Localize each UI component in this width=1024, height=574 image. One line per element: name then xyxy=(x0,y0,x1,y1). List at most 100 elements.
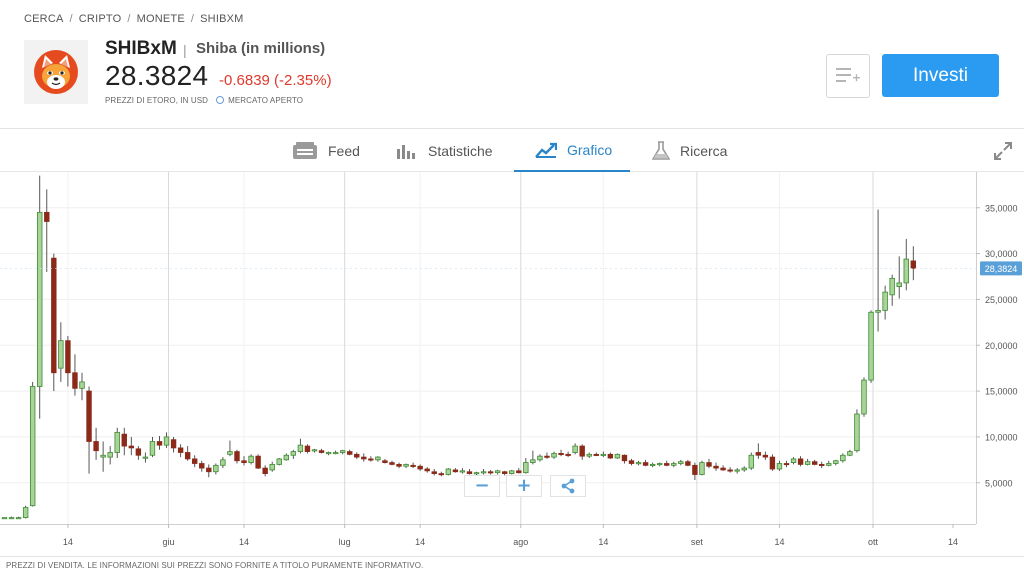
candle-up xyxy=(375,456,381,461)
candle-down xyxy=(910,260,917,269)
add-to-watchlist-button[interactable] xyxy=(826,54,870,98)
tab-feed[interactable]: Feed xyxy=(292,129,360,172)
candle-up xyxy=(678,461,684,464)
candle-down xyxy=(579,445,585,457)
y-tick-label: 20,0000 xyxy=(985,341,1018,351)
candle-down xyxy=(206,467,212,473)
candle-up xyxy=(29,386,36,507)
price-chart[interactable]: 35,0000 30,0000 25,0000 20,0000 15,0000 10,00… xyxy=(0,172,1024,556)
tab-feed-label: Feed xyxy=(328,142,360,159)
zoom-out-button[interactable]: − xyxy=(464,475,500,497)
candle-up xyxy=(741,467,747,471)
y-tick-label: 10,0000 xyxy=(985,432,1018,442)
candle-up xyxy=(339,450,346,453)
candle-up xyxy=(523,462,529,474)
last-price-badge xyxy=(980,261,1022,276)
candle-up xyxy=(276,458,282,465)
candle-up xyxy=(734,469,740,472)
candle-down xyxy=(177,447,184,453)
candle-down xyxy=(607,453,614,459)
candle-down xyxy=(156,441,163,446)
candle-up xyxy=(15,517,22,520)
candle-up xyxy=(227,451,233,455)
candle-up xyxy=(854,413,860,452)
candle-up xyxy=(840,454,846,462)
chart-zoom-controls: − + xyxy=(464,475,586,497)
candle-down xyxy=(811,461,818,465)
candle-up xyxy=(213,464,219,473)
candle-up xyxy=(58,340,64,369)
candle-down xyxy=(417,465,423,470)
candle-down xyxy=(769,456,776,470)
candle-up xyxy=(649,464,656,467)
chart-trend-icon xyxy=(535,142,557,158)
candle-down xyxy=(255,455,261,469)
candle-up xyxy=(100,454,106,458)
candle-down xyxy=(621,454,628,462)
breadcrumb-item-search[interactable]: CERCA xyxy=(24,13,64,25)
breadcrumb-item-crypto[interactable]: CRIPTO xyxy=(78,13,122,25)
candle-down xyxy=(354,453,360,458)
candle-down xyxy=(347,451,353,455)
candle-up xyxy=(875,310,881,313)
breadcrumb: CERCA / CRIPTO / MONETE / SHIBXM xyxy=(24,13,244,25)
tab-chart[interactable]: Grafico xyxy=(514,129,630,172)
candle-up xyxy=(480,471,487,474)
y-tick-label: 25,0000 xyxy=(985,295,1018,305)
share-button[interactable] xyxy=(550,475,586,497)
candle-up xyxy=(826,463,832,466)
x-tick-label: 14 xyxy=(598,537,608,547)
asset-tabs: Feed Statistiche Grafico Ricerca xyxy=(0,128,1024,172)
candle-up xyxy=(537,455,543,461)
candle-up xyxy=(656,463,663,466)
candle-up xyxy=(114,431,120,453)
candle-down xyxy=(642,462,649,466)
zoom-in-button[interactable]: + xyxy=(506,475,542,497)
candle-up xyxy=(635,462,642,465)
candle-down xyxy=(382,460,388,463)
candle-up xyxy=(37,211,43,387)
flask-icon xyxy=(652,140,670,160)
x-tick-label: 14 xyxy=(63,537,73,547)
tab-statistics-label: Statistiche xyxy=(428,142,493,159)
price-change: -0.6839 (-2.35%) xyxy=(219,72,332,89)
x-tick-label: lug xyxy=(339,537,351,547)
candle-up xyxy=(896,282,902,287)
y-tick-label: 15,0000 xyxy=(985,387,1018,397)
candle-up xyxy=(804,461,811,465)
candle-down xyxy=(762,454,769,458)
shiba-logo-icon xyxy=(34,50,78,94)
fullscreen-button[interactable] xyxy=(993,141,1013,166)
tab-research[interactable]: Ricerca xyxy=(652,129,727,172)
list-add-icon xyxy=(836,67,860,82)
candle-down xyxy=(431,471,437,474)
tab-research-label: Ricerca xyxy=(680,142,728,159)
x-tick-label: 14 xyxy=(415,537,425,547)
candle-down xyxy=(184,452,191,460)
asset-full-name: Shiba (in millions) xyxy=(196,40,326,57)
candle-down xyxy=(516,470,522,474)
candle-up xyxy=(248,455,254,463)
tab-statistics[interactable]: Statistiche xyxy=(396,129,493,172)
feed-icon xyxy=(293,141,317,159)
candle-down xyxy=(72,372,78,389)
ticker-divider: | xyxy=(183,42,187,58)
candle-down xyxy=(199,463,205,469)
candle-down xyxy=(318,450,325,453)
candle-up xyxy=(220,459,226,466)
candle-up xyxy=(8,517,15,520)
candle-down xyxy=(664,463,670,466)
x-tick-label: 14 xyxy=(239,537,249,547)
candle-down xyxy=(783,463,790,466)
breadcrumb-item-current: SHIBXM xyxy=(200,13,244,25)
candle-up xyxy=(572,445,578,453)
candle-down xyxy=(135,448,142,456)
invest-button[interactable]: Investi xyxy=(882,54,999,97)
breadcrumb-item-coins[interactable]: MONETE xyxy=(136,13,185,25)
share-icon xyxy=(561,478,575,494)
candle-up xyxy=(473,472,480,475)
candle-down xyxy=(234,451,240,462)
candle-down xyxy=(389,462,395,465)
expand-icon xyxy=(994,142,1012,160)
candle-up xyxy=(671,463,677,466)
